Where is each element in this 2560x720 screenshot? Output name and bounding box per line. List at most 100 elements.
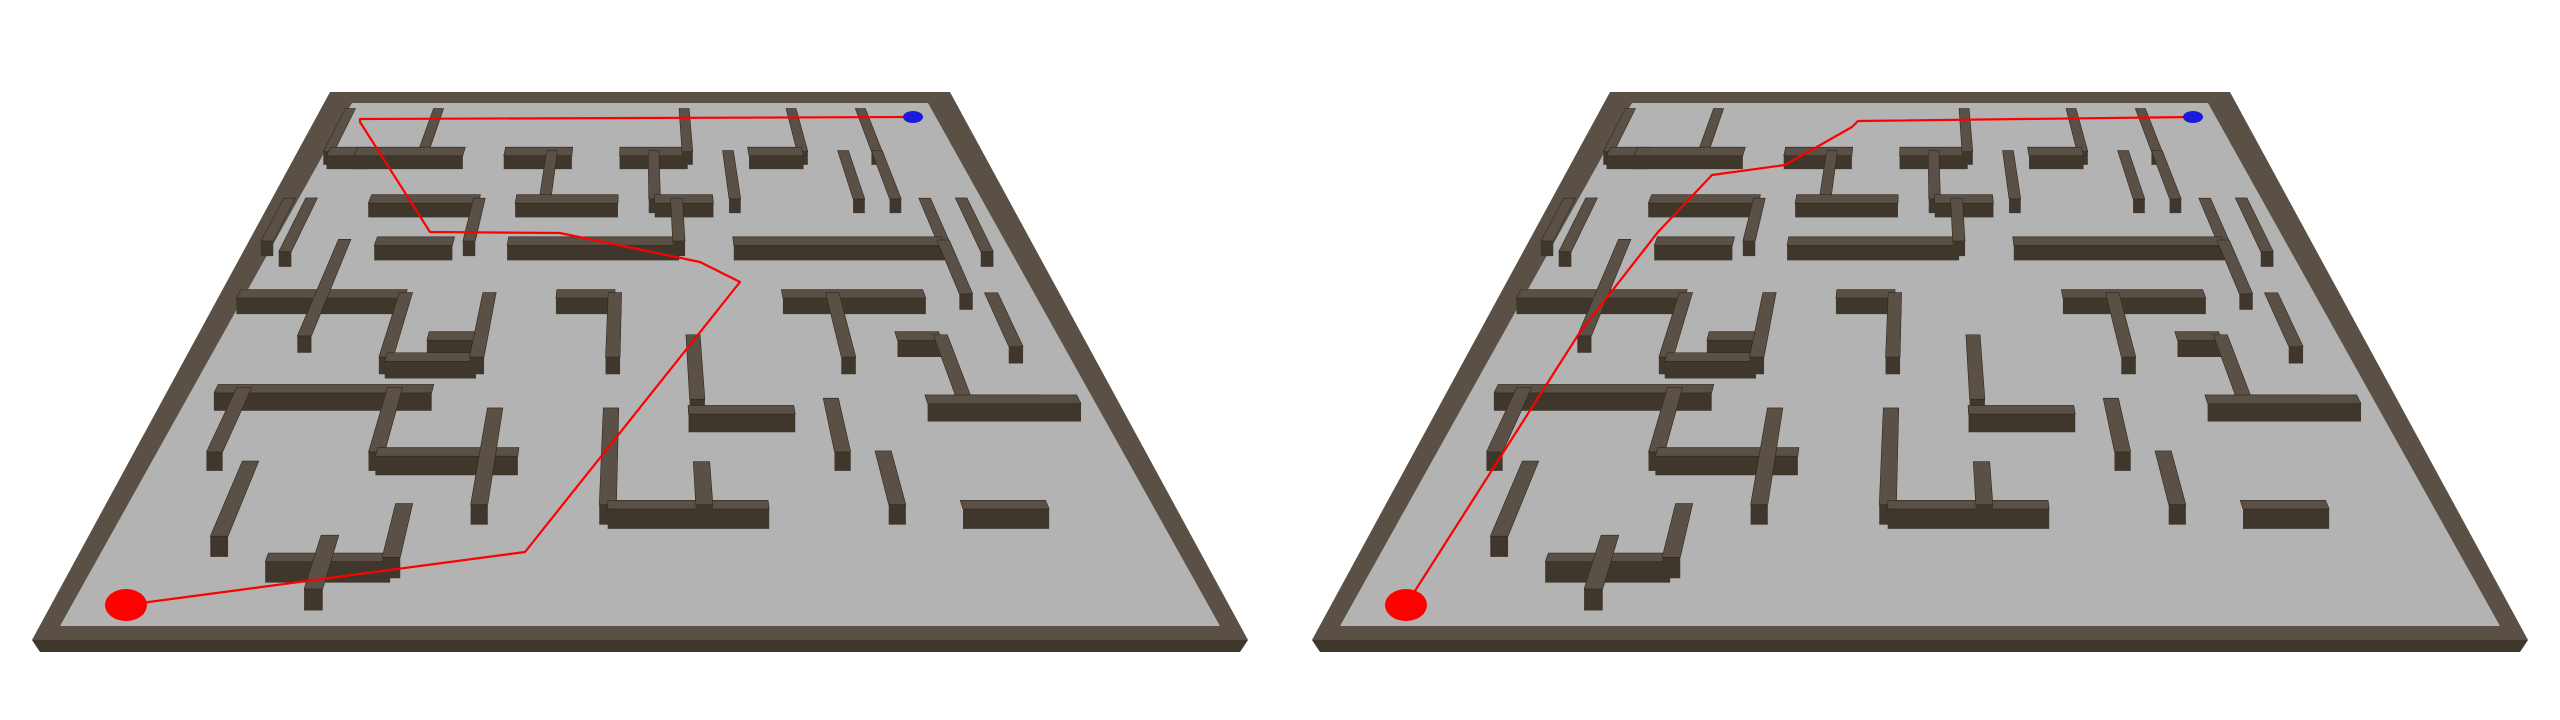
maze-wall-face <box>1885 357 1901 375</box>
maze-wall-face <box>1662 557 1681 579</box>
maze-wall-face <box>695 504 713 525</box>
maze-wall-face <box>2133 198 2145 214</box>
maze-wall-face <box>1961 151 1973 165</box>
maze-wall-face <box>2260 251 2274 267</box>
maze-wall-face <box>2168 504 2186 525</box>
maze-wall-face <box>782 298 926 315</box>
maze-wall-face <box>2207 403 2362 422</box>
maze-wall <box>213 384 435 394</box>
maze-wall-face <box>2114 451 2131 471</box>
maze-wall <box>936 239 974 295</box>
maze-wall-face <box>375 456 518 476</box>
maze-wall <box>2154 450 2187 505</box>
maze-wall <box>2204 394 2362 404</box>
maze-wall <box>2002 150 2022 200</box>
maze-wall <box>1633 146 1746 157</box>
maze-wall <box>1558 197 1598 252</box>
maze-wall-face <box>374 245 453 261</box>
maze-wall-face <box>1540 241 1554 257</box>
maze-wall-face <box>1887 508 2050 529</box>
maze-wall <box>374 447 520 457</box>
maze-wall-face <box>304 588 323 611</box>
maze-wall-face <box>278 251 292 267</box>
maze-wall-face <box>1633 155 1743 170</box>
maze-wall-face <box>1934 203 1994 218</box>
maze-wall-face <box>2243 508 2330 529</box>
maze-wall-face <box>469 357 485 375</box>
maze-wall-face <box>210 536 229 557</box>
maze-wall-face <box>888 504 906 525</box>
maze-wall-face <box>2177 340 2222 358</box>
maze-wall-face <box>1795 203 1898 218</box>
maze-wall-face <box>1749 357 1765 375</box>
maze-walls <box>205 108 1082 611</box>
start-marker <box>105 589 147 621</box>
maze-wall <box>1835 289 1896 299</box>
maze-walls <box>1485 108 2362 611</box>
maze-wall-face <box>1783 155 1852 170</box>
maze-outer-wall-face <box>32 640 1248 652</box>
maze-wall <box>732 236 946 246</box>
maze-wall-face <box>503 155 572 170</box>
maze-wall-face <box>729 198 741 214</box>
maze-wall <box>1653 236 1736 246</box>
maze-wall <box>959 500 1050 510</box>
maze-wall <box>822 397 852 453</box>
maze-wall <box>2216 239 2254 295</box>
maze-wall-face <box>853 198 865 214</box>
maze-wall-face <box>2239 293 2253 310</box>
maze-wall <box>605 292 622 358</box>
maze-wall-face <box>384 361 476 379</box>
maze-wall <box>924 394 1082 404</box>
maze-wall-face <box>1742 241 1756 257</box>
maze-wall-face <box>2009 198 2021 214</box>
goal-marker <box>903 111 923 123</box>
maze-wall <box>469 292 497 358</box>
maze-wall <box>303 534 340 590</box>
maze-wall-face <box>1493 392 1712 411</box>
maze-wall <box>2012 236 2226 246</box>
maze-wall <box>2027 146 2084 157</box>
maze-wall-face <box>1486 451 1503 471</box>
maze-wall-face <box>2169 198 2182 214</box>
maze-wall-face <box>368 203 479 218</box>
maze-wall <box>1750 407 1784 505</box>
maze-wall-face <box>749 155 804 170</box>
maze-wall-face <box>206 451 223 471</box>
maze-wall-face <box>834 451 851 471</box>
maze-wall-face <box>1008 346 1024 364</box>
maze-wall-face <box>980 251 994 267</box>
maze-wall-face <box>1655 456 1798 476</box>
maze-wall-face <box>555 298 615 315</box>
maze-wall <box>1786 236 1960 246</box>
maze-wall <box>555 289 616 299</box>
maze-wall <box>1927 150 1941 200</box>
maze-wall <box>470 407 504 505</box>
maze-wall <box>514 194 619 204</box>
maze-wall <box>2060 289 2207 299</box>
maze-wall <box>1794 194 1899 204</box>
maze-wall <box>647 150 661 200</box>
maze-wall <box>1664 352 1758 362</box>
maze-3d-view <box>32 92 1248 652</box>
maze-wall-face <box>2029 155 2084 170</box>
maze-wall-face <box>1664 361 1756 379</box>
maze-wall <box>209 460 260 537</box>
maze-wall-face <box>607 508 770 529</box>
maze-floor <box>60 103 1220 626</box>
maze-wall <box>1972 461 1994 505</box>
maze-wall <box>1885 292 1902 358</box>
maze-wall <box>2263 292 2304 347</box>
maze-wall-face <box>353 155 463 170</box>
maze-wall-face <box>1648 203 1759 218</box>
maze-wall-face <box>681 151 693 165</box>
maze-wall <box>678 108 694 152</box>
maze-wall <box>2117 150 2146 200</box>
maze-wall <box>1749 292 1777 358</box>
maze-wall <box>278 197 318 252</box>
maze-wall <box>1661 503 1694 558</box>
maze-wall-face <box>1654 245 1733 261</box>
maze-wall <box>1887 500 2050 510</box>
maze-wall-face <box>382 557 401 579</box>
maze-wall <box>825 292 857 358</box>
